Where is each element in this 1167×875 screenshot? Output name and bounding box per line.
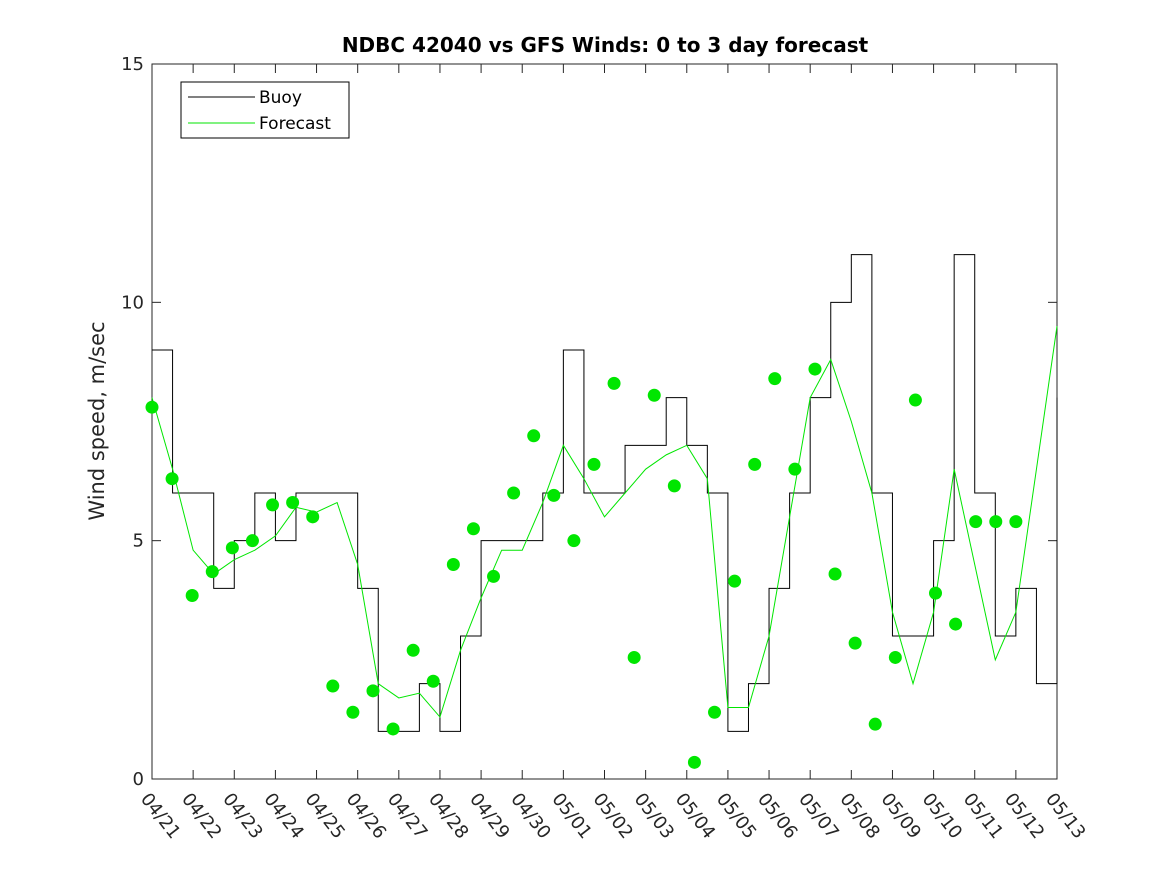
forecast-marker bbox=[687, 755, 701, 769]
y-tick-label: 0 bbox=[133, 769, 144, 790]
y-axis-label: Wind speed, m/sec bbox=[85, 321, 109, 520]
forecast-marker bbox=[647, 388, 661, 402]
chart-title: NDBC 42040 vs GFS Winds: 0 to 3 day fore… bbox=[342, 33, 869, 57]
forecast-marker bbox=[929, 586, 943, 600]
forecast-marker bbox=[768, 372, 782, 386]
forecast-marker bbox=[667, 479, 681, 493]
legend: Buoy Forecast bbox=[180, 81, 350, 139]
forecast-marker bbox=[728, 574, 742, 588]
y-tick-label: 15 bbox=[121, 54, 144, 75]
forecast-marker bbox=[527, 429, 541, 443]
forecast-marker bbox=[607, 376, 621, 390]
forecast-marker bbox=[788, 462, 802, 476]
forecast-marker bbox=[828, 567, 842, 581]
forecast-marker bbox=[326, 679, 340, 693]
legend-forecast-label: Forecast bbox=[259, 114, 331, 134]
forecast-marker bbox=[1009, 515, 1023, 529]
forecast-marker bbox=[366, 684, 380, 698]
forecast-marker bbox=[708, 705, 722, 719]
forecast-marker bbox=[868, 717, 882, 731]
forecast-marker bbox=[848, 636, 862, 650]
legend-buoy-label: Buoy bbox=[259, 88, 302, 108]
forecast-marker bbox=[888, 650, 902, 664]
forecast-marker bbox=[969, 515, 983, 529]
buoy-series-line bbox=[152, 254, 1058, 732]
forecast-marker bbox=[165, 472, 179, 486]
forecast-marker bbox=[949, 617, 963, 631]
y-tick-label: 10 bbox=[121, 292, 144, 313]
forecast-marker bbox=[286, 496, 300, 510]
forecast-marker bbox=[266, 498, 280, 512]
forecast-marker bbox=[426, 674, 440, 688]
forecast-marker bbox=[245, 534, 259, 548]
legend-box bbox=[180, 81, 350, 139]
forecast-marker bbox=[587, 457, 601, 471]
forecast-marker bbox=[446, 558, 460, 571]
y-tick-label: 5 bbox=[133, 531, 144, 552]
forecast-marker bbox=[507, 486, 521, 500]
forecast-marker bbox=[205, 565, 219, 579]
forecast-marker bbox=[989, 515, 1003, 529]
forecast-marker bbox=[386, 722, 400, 736]
forecast-marker bbox=[346, 705, 360, 719]
forecast-marker bbox=[627, 650, 641, 664]
forecast-marker bbox=[466, 522, 480, 536]
forecast-marker bbox=[487, 569, 501, 583]
forecast-marker bbox=[406, 643, 420, 657]
forecast-marker bbox=[748, 457, 762, 471]
forecast-marker bbox=[808, 362, 822, 376]
forecast-marker bbox=[145, 400, 159, 414]
forecast-marker bbox=[225, 541, 239, 555]
forecast-marker bbox=[908, 393, 922, 407]
forecast-series-line bbox=[151, 326, 1058, 719]
forecast-marker bbox=[547, 488, 561, 502]
forecast-marker bbox=[306, 510, 320, 524]
forecast-marker bbox=[567, 534, 581, 548]
forecast-marker bbox=[185, 588, 199, 602]
